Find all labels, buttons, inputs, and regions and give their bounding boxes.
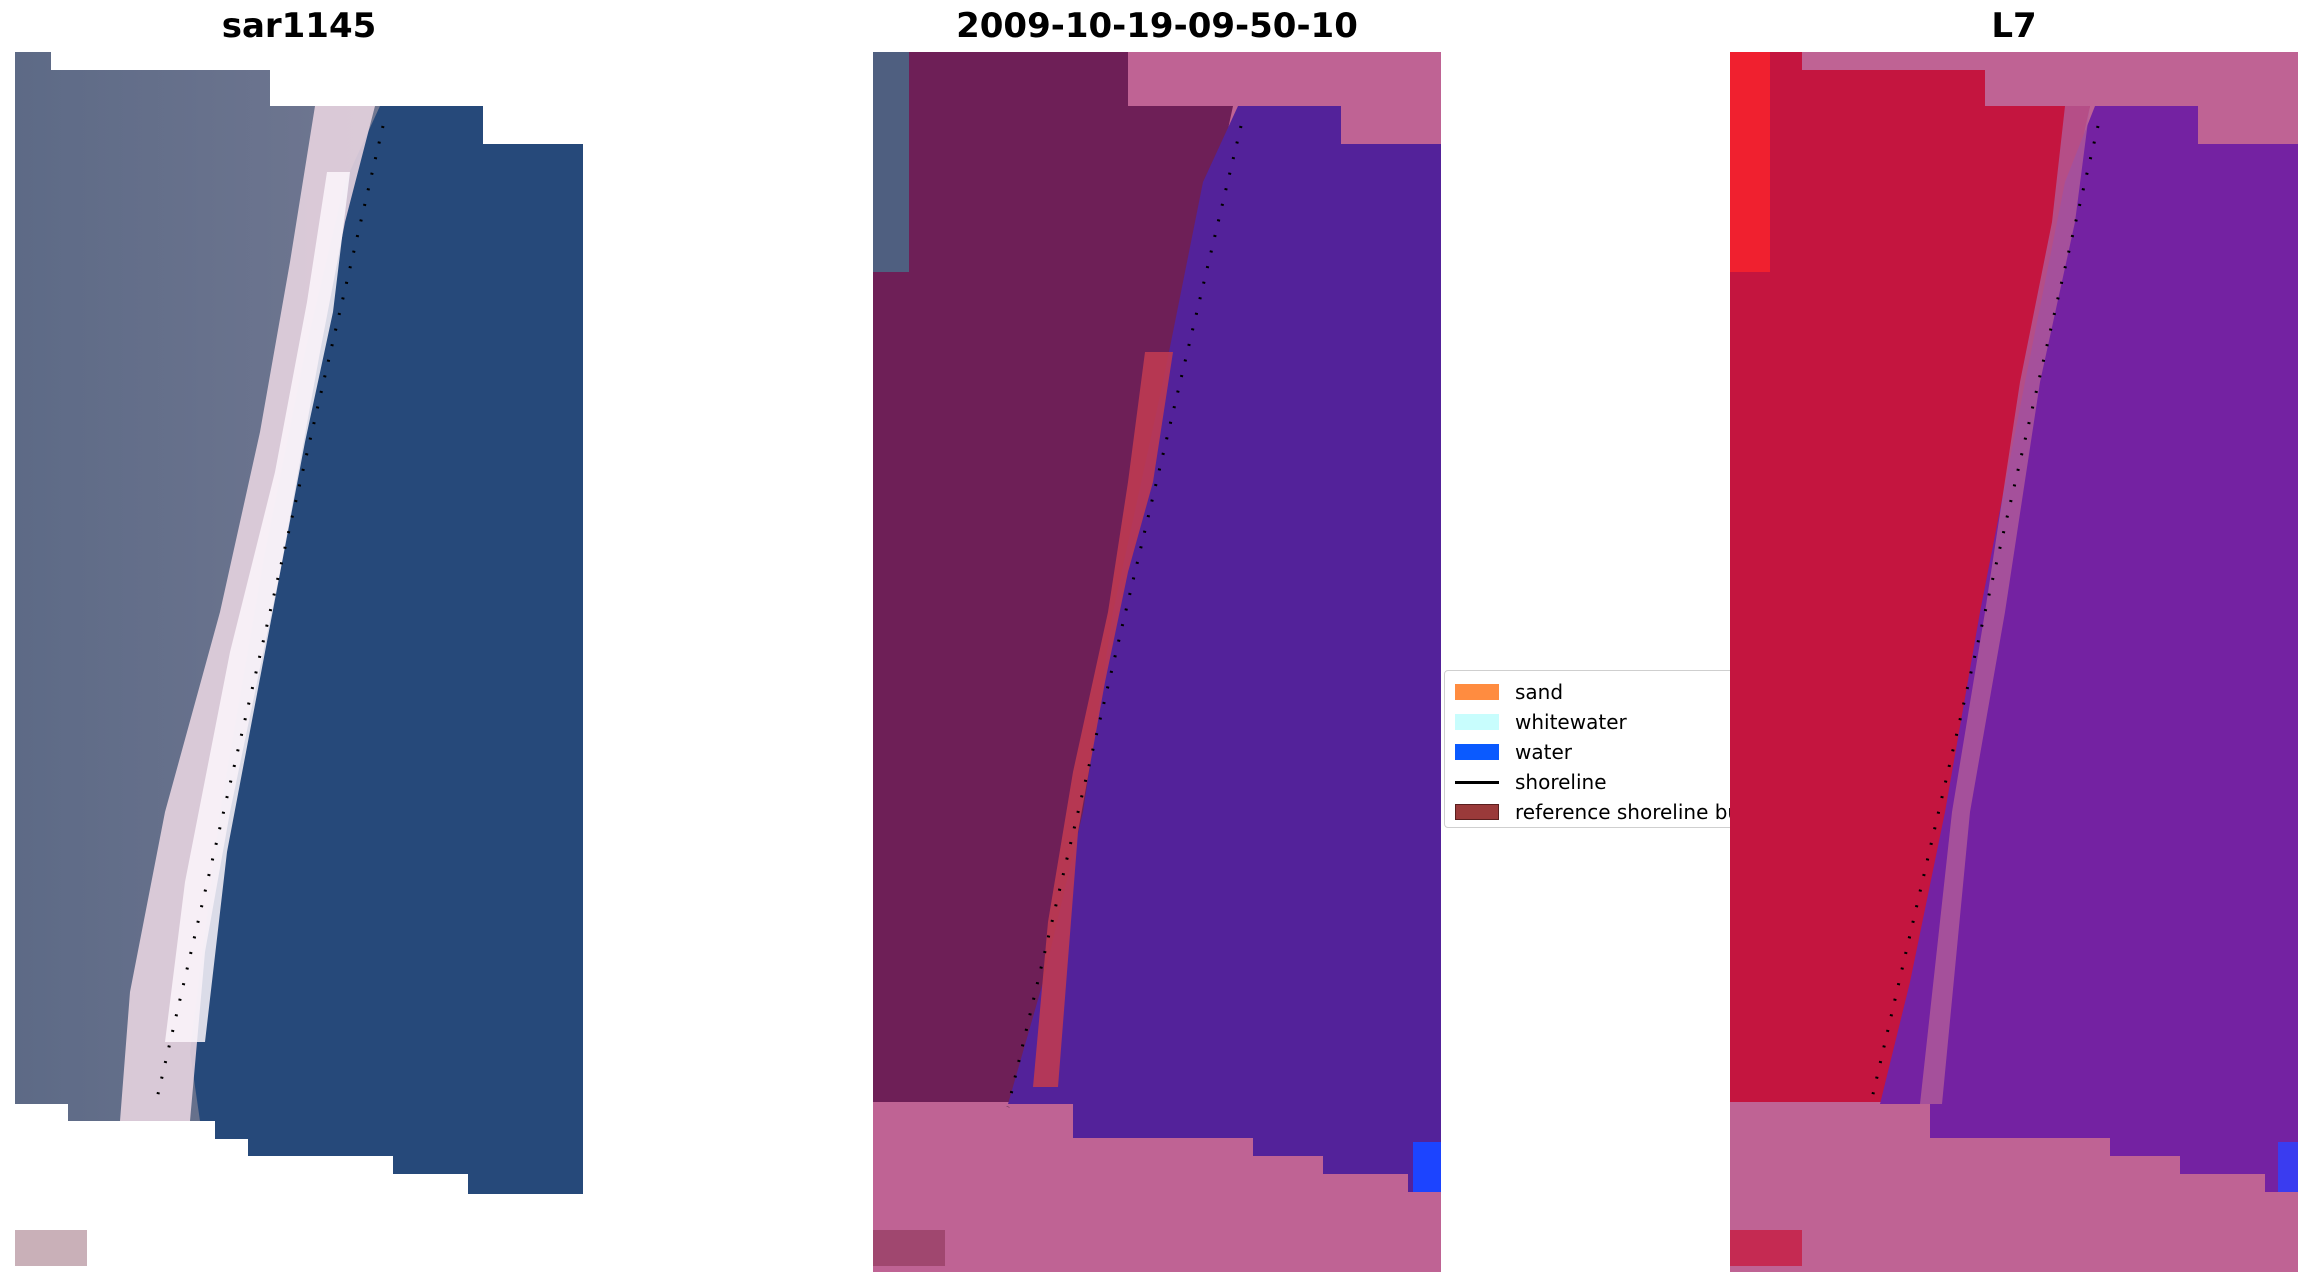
water-index-panel	[1730, 52, 2298, 1272]
water-index	[1880, 106, 2298, 1192]
legend-item-sand: sand	[1455, 677, 1743, 707]
water-pixel	[2278, 1142, 2298, 1192]
land-index	[1730, 52, 2090, 1102]
nodata-patch	[1730, 1230, 1802, 1266]
classified-image	[873, 52, 1441, 1272]
buffer-class	[1033, 352, 1173, 1087]
legend-item-shoreline: shoreline	[1455, 767, 1743, 797]
panel-title-left: sar1145	[221, 6, 377, 46]
rgb-image-panel	[15, 52, 583, 1272]
water-class	[1008, 106, 1441, 1192]
land-class	[873, 52, 1233, 1102]
classified-image-panel	[873, 52, 1441, 1272]
nodata-corner	[873, 52, 909, 272]
legend-label: water	[1515, 740, 1572, 764]
legend: sand whitewater water shoreline referenc…	[1444, 670, 1744, 828]
water-area	[190, 106, 583, 1194]
water-pixel	[1413, 1142, 1441, 1192]
legend-item-whitewater: whitewater	[1455, 707, 1743, 737]
legend-label: reference shoreline buffer	[1515, 800, 1744, 824]
transition-band	[1920, 106, 2090, 1104]
water-index-image	[1730, 52, 2298, 1272]
high-index-corner	[1730, 52, 1770, 272]
shoreline-line	[1455, 780, 1499, 784]
legend-label: whitewater	[1515, 710, 1627, 734]
nodata-patch	[15, 1230, 87, 1266]
rgb-image	[15, 52, 583, 1266]
legend-item-reference-buffer: reference shoreline buffer	[1455, 797, 1743, 827]
panel-title-right: L7	[1991, 6, 2037, 46]
nodata-patch	[873, 1230, 945, 1266]
sand-swatch	[1455, 684, 1499, 700]
legend-label: shoreline	[1515, 770, 1607, 794]
panel-title-middle: 2009-10-19-09-50-10	[956, 6, 1358, 46]
legend-label: sand	[1515, 680, 1564, 704]
beach-highlight	[165, 172, 350, 1042]
water-swatch	[1455, 744, 1499, 760]
buffer-swatch	[1455, 804, 1499, 820]
legend-item-water: water	[1455, 737, 1743, 767]
whitewater-swatch	[1455, 714, 1499, 730]
